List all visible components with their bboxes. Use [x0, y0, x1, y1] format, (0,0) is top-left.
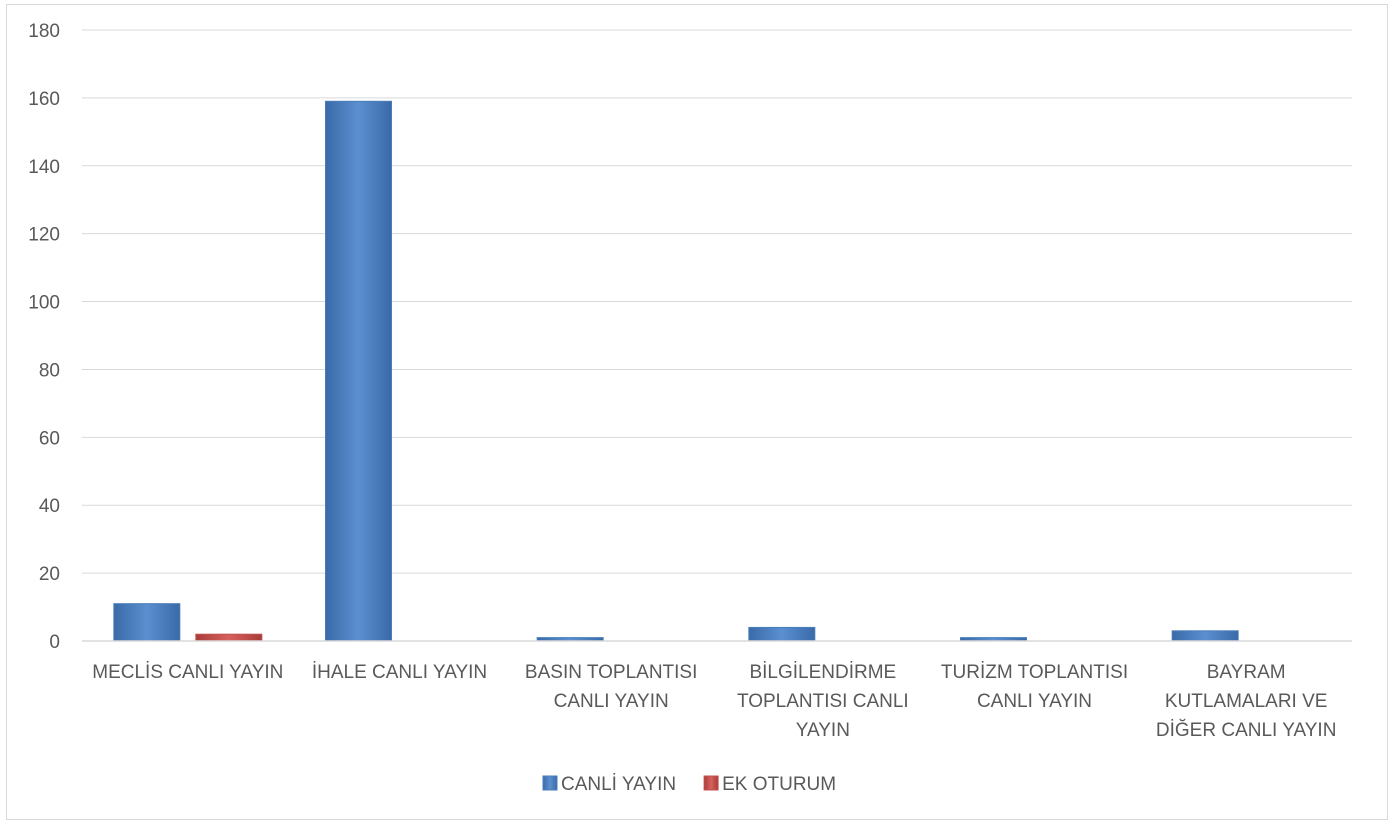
legend: CANLİ YAYIN EK OTURUM	[542, 774, 836, 795]
x-category-label: BASIN TOPLANTISI CANLI YAYIN	[525, 662, 697, 712]
x-category-label: TURİZM TOPLANTISI CANLI YAYIN	[941, 662, 1128, 712]
legend-label: CANLİ YAYIN	[561, 774, 676, 795]
y-tick-label: 0	[49, 632, 60, 653]
x-category-label: BİLGİLENDİRME TOPLANTISI CANLI YAYIN	[737, 662, 909, 741]
y-axis-ticks: 0 20 40 60 80 100 120 140 160 180	[28, 21, 60, 653]
legend-swatch	[542, 775, 558, 791]
x-category-label: BAYRAM KUTLAMALARI VE DİĞER CANLI YAYIN	[1156, 662, 1337, 741]
y-tick-label: 60	[39, 428, 60, 449]
y-tick-label: 80	[39, 360, 60, 381]
bar-ek-oturum	[195, 633, 263, 642]
bar-canli-yayin	[1171, 630, 1239, 642]
y-tick-label: 100	[28, 293, 60, 314]
legend-swatch	[703, 775, 719, 791]
y-tick-label: 140	[28, 157, 60, 178]
y-tick-label: 120	[28, 225, 60, 246]
bars	[113, 100, 1239, 642]
x-axis-categories: MECLİS CANLI YAYIN İHALE CANLI YAYIN BASIN…	[92, 662, 1336, 741]
bar-canli-yayin	[325, 100, 392, 642]
bar-canli-yayin	[113, 603, 181, 642]
y-tick-label: 160	[28, 89, 60, 110]
bar-canli-yayin	[748, 626, 816, 642]
x-category-label: İHALE CANLI YAYIN	[312, 662, 487, 683]
y-tick-label: 40	[39, 496, 60, 517]
y-tick-label: 20	[39, 564, 60, 585]
gridlines	[82, 29, 1352, 574]
legend-label: EK OTURUM	[722, 774, 836, 795]
chart-frame	[6, 4, 1388, 820]
x-category-label: MECLİS CANLI YAYIN	[92, 662, 283, 683]
y-tick-label: 180	[28, 21, 60, 42]
